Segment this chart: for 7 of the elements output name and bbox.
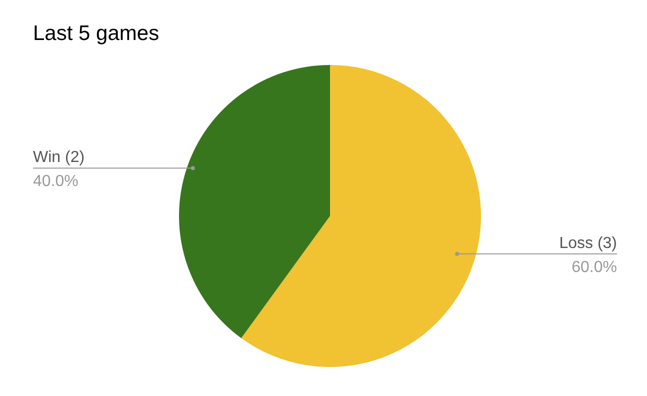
data-label: 40.0% bbox=[33, 173, 78, 190]
pie-slice bbox=[241, 65, 481, 367]
slice-label: Win (2) bbox=[33, 149, 85, 166]
slice-label: Loss (3) bbox=[559, 234, 617, 252]
chart-title: Last 5 games bbox=[33, 22, 160, 45]
data-label: 60.0% bbox=[572, 258, 617, 276]
pie-slice bbox=[179, 65, 330, 338]
